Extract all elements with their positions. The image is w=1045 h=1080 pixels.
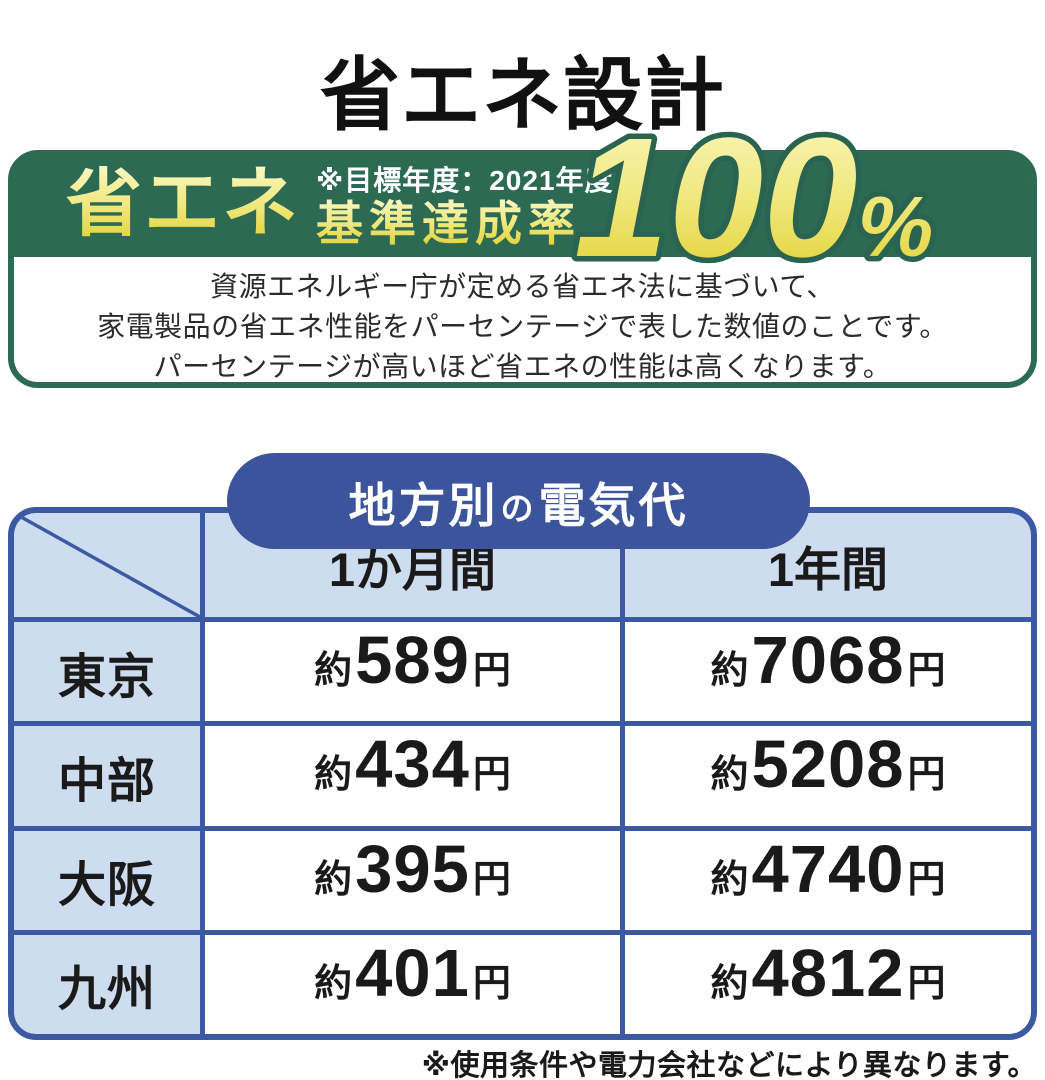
banner-sub-block: ※目標年度：2021年度 基準達成率	[316, 164, 614, 250]
row-label-chubu: 中部	[14, 726, 200, 826]
description-line: 資源エネルギー庁が定める省エネ法に基づいて、	[210, 271, 835, 302]
value-cell: 約 7068 円	[625, 622, 1031, 722]
badge-unit: %	[858, 180, 934, 275]
value-cell: 約 589 円	[205, 622, 620, 722]
cost-value: 589	[355, 623, 470, 698]
value-cell: 約 4740 円	[625, 830, 1031, 930]
approx-prefix: 約	[710, 962, 749, 1005]
table-title-pill: 地方別 の 電気代	[227, 453, 810, 549]
approx-prefix: 約	[314, 754, 353, 797]
value-cell: 約 434 円	[205, 726, 620, 826]
approx-prefix: 約	[314, 858, 353, 901]
value-cell: 約 4812 円	[625, 934, 1031, 1034]
table-title-part: 電気代	[538, 478, 689, 532]
banner-description: 資源エネルギー庁が定める省エネ法に基づいて、 家電製品の省エネ性能をパーセンテー…	[14, 257, 1031, 387]
yen-suffix: 円	[907, 962, 946, 1005]
approx-prefix: 約	[314, 962, 353, 1005]
description-line: パーセンテージが高いほど省エネの性能は高くなります。	[153, 351, 892, 382]
table-corner-cell	[14, 513, 200, 617]
cost-value: 401	[355, 935, 470, 1011]
row-label-tokyo: 東京	[14, 622, 200, 722]
approx-prefix: 約	[314, 650, 353, 692]
approx-prefix: 約	[710, 650, 749, 692]
cost-value: 434	[355, 727, 470, 803]
yen-suffix: 円	[472, 754, 511, 797]
cost-value: 4740	[751, 831, 905, 907]
cost-value: 4812	[751, 935, 905, 1011]
regional-cost-table: 1か月間 1年間 東京 約 589 円 約 7068 円 中部 約 434 円 約 5208 円…	[8, 507, 1037, 1040]
yen-suffix: 円	[472, 962, 511, 1005]
yen-suffix: 円	[907, 754, 946, 797]
table-title-part: の	[500, 490, 537, 527]
value-cell: 約 5208 円	[625, 726, 1031, 826]
cost-value: 7068	[751, 623, 905, 698]
achievement-panel: 省エネ ※目標年度：2021年度 基準達成率 資源エネルギー庁が定める省エネ法に…	[8, 98, 1037, 388]
yen-suffix: 円	[472, 858, 511, 901]
description-line: 家電製品の省エネ性能をパーセンテージで表した数値のことです。	[97, 311, 948, 342]
approx-prefix: 約	[710, 754, 749, 797]
yen-suffix: 円	[907, 858, 946, 901]
banner-main-label: 省エネ	[66, 160, 300, 246]
banner-sub-label: 基準達成率	[316, 197, 614, 250]
yen-suffix: 円	[907, 650, 946, 692]
diagonal-divider	[14, 513, 200, 617]
row-label-osaka: 大阪	[14, 830, 200, 930]
yen-suffix: 円	[472, 650, 511, 692]
table-title-part: 地方別	[348, 478, 499, 532]
value-cell: 約 395 円	[205, 830, 620, 930]
page-title: 省エネ設計	[320, 50, 725, 140]
approx-prefix: 約	[710, 858, 749, 901]
percent-100-badge: 100%	[569, 98, 939, 299]
target-year-note: ※目標年度：2021年度	[316, 164, 614, 196]
row-label-kyushu: 九州	[14, 934, 200, 1034]
value-cell: 約 401 円	[205, 934, 620, 1034]
usage-conditions-footnote: ※使用条件や電力会社などにより異なります。	[421, 1050, 1037, 1080]
badge-value: 100	[574, 103, 858, 293]
percent-100-text: 100%	[574, 103, 933, 293]
achievement-banner: 省エネ ※目標年度：2021年度 基準達成率	[14, 156, 1031, 257]
cost-value: 395	[355, 831, 470, 907]
cost-value: 5208	[751, 727, 905, 803]
